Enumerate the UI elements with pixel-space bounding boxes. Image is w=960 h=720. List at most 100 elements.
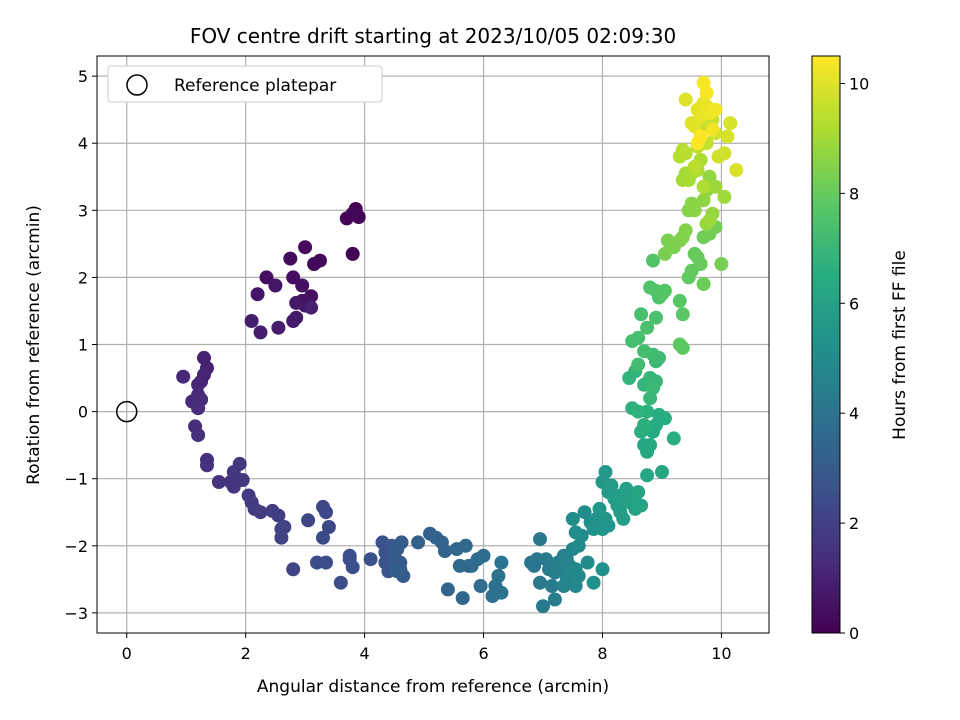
data-point: [601, 518, 616, 533]
data-point: [491, 569, 506, 583]
data-point: [643, 438, 658, 453]
data-point: [533, 532, 547, 547]
data-point: [345, 206, 360, 221]
data-point: [598, 465, 613, 479]
data-point: [458, 538, 473, 553]
data-point: [271, 320, 286, 335]
data-point: [241, 488, 256, 503]
data-point: [631, 485, 646, 500]
data-point: [345, 246, 360, 261]
x-tick-label: 0: [122, 644, 132, 663]
x-tick-label: 2: [241, 644, 251, 663]
data-point: [211, 475, 226, 489]
data-point: [649, 310, 663, 325]
data-point: [580, 555, 595, 570]
data-point: [678, 146, 693, 161]
data-point: [717, 189, 732, 204]
y-axis-ticks: −3 −2 −1 0 1 2 3 4 5: [64, 67, 97, 623]
data-point: [319, 555, 333, 570]
data-point: [571, 569, 586, 583]
data-point: [565, 511, 580, 526]
data-point: [191, 377, 206, 392]
data-point: [494, 555, 509, 570]
data-points: [115, 75, 744, 614]
data-point: [705, 122, 720, 137]
legend-reference-marker: [126, 74, 148, 96]
data-point: [437, 544, 452, 559]
data-point: [646, 253, 660, 268]
legend-entry-reference-platepar: Reference platepar: [174, 76, 336, 96]
data-point: [544, 579, 559, 593]
data-point: [637, 418, 652, 432]
data-point: [699, 85, 714, 100]
colorbar-tick-label: 10: [849, 74, 869, 93]
data-point: [200, 458, 214, 473]
data-point: [253, 505, 268, 520]
x-tick-label: 10: [711, 644, 731, 663]
data-point: [283, 251, 298, 266]
data-point: [232, 456, 247, 471]
y-tick-label: 3: [78, 201, 88, 220]
data-point: [321, 520, 336, 534]
data-point: [295, 278, 310, 293]
data-point: [304, 300, 319, 315]
data-point: [533, 575, 547, 590]
x-tick-label: 8: [597, 644, 607, 663]
data-point: [655, 465, 669, 479]
data-point: [634, 498, 649, 513]
data-point: [577, 505, 592, 520]
data-point: [259, 270, 274, 285]
data-point: [678, 92, 693, 107]
data-point: [235, 473, 250, 487]
data-point: [634, 307, 649, 322]
data-point: [191, 401, 206, 416]
y-tick-label: 1: [78, 336, 88, 355]
data-point: [666, 431, 681, 446]
data-point: [301, 513, 316, 528]
data-point: [455, 591, 470, 606]
data-point: [286, 270, 301, 285]
data-point: [646, 381, 660, 396]
data-point: [268, 278, 283, 293]
data-point: [729, 163, 744, 178]
data-point: [390, 564, 405, 579]
data-point: [672, 293, 687, 308]
data-point: [604, 478, 619, 493]
colorbar-tick-label: 8: [849, 184, 859, 203]
data-point: [298, 240, 313, 255]
data-point: [286, 314, 301, 328]
data-point: [473, 579, 488, 593]
x-tick-label: 6: [478, 644, 488, 663]
data-point: [616, 511, 631, 526]
data-point: [640, 468, 655, 483]
data-point: [319, 505, 333, 520]
data-point: [696, 277, 711, 292]
y-axis-label: Rotation from reference (arcmin): [24, 205, 44, 485]
data-point: [440, 582, 455, 597]
y-tick-label: 2: [78, 268, 88, 287]
y-tick-label: −1: [64, 470, 88, 489]
data-point: [568, 525, 583, 540]
y-tick-label: −3: [64, 604, 88, 623]
data-point: [595, 562, 610, 577]
colorbar-tick-label: 4: [849, 404, 859, 423]
colorbar-tick-label: 2: [849, 514, 859, 533]
data-point: [250, 287, 265, 302]
data-point: [274, 530, 289, 545]
data-point: [657, 411, 672, 426]
y-tick-label: 4: [78, 134, 88, 153]
data-point: [390, 542, 405, 557]
data-point: [494, 585, 509, 600]
data-point: [345, 560, 360, 575]
colorbar-tick-label: 0: [849, 624, 859, 643]
data-point: [333, 575, 348, 590]
data-point: [640, 320, 655, 335]
colorbar-label: Hours from first FF file: [890, 250, 910, 440]
colorbar-ticks: 0 2 4 6 8 10: [840, 74, 869, 643]
colorbar-tick-label: 6: [849, 294, 859, 313]
data-point: [363, 552, 378, 567]
data-point: [675, 340, 690, 355]
colorbar-gradient: [811, 55, 841, 634]
data-point: [313, 253, 327, 268]
